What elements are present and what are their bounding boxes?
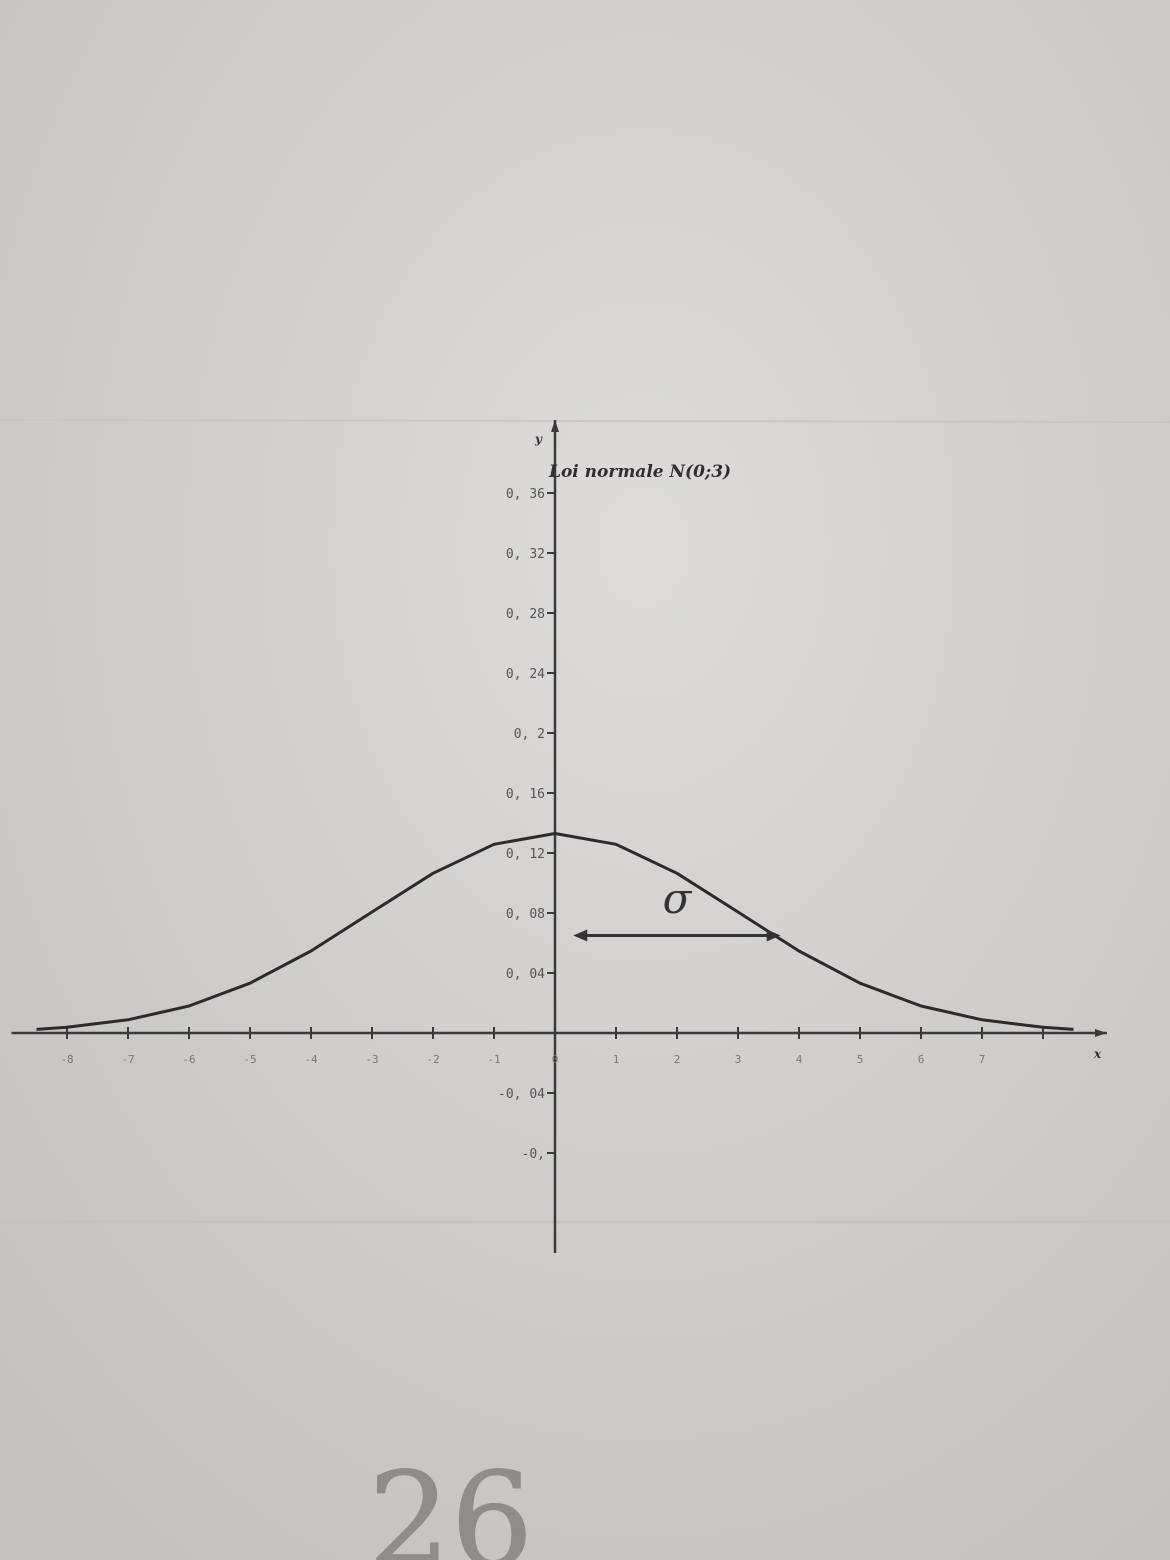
x-tick-label: -2: [426, 1053, 439, 1066]
y-tick-label: 0, 08: [506, 907, 545, 922]
y-tick-label: 0, 28: [506, 607, 545, 622]
density-curve: [36, 832, 1074, 1031]
y-tick-label: -0, 04: [498, 1087, 545, 1102]
handwritten-page-number: 26: [368, 1444, 533, 1560]
x-tick-label: 3: [735, 1053, 742, 1066]
y-axis-arrowhead: [551, 420, 559, 432]
x-tick-label: 6: [918, 1053, 925, 1066]
x-tick-label: -3: [365, 1053, 378, 1066]
x-tick-label: 4: [796, 1053, 803, 1066]
x-tick-label: -7: [121, 1053, 134, 1066]
x-axis-arrowhead: [1095, 1029, 1107, 1037]
x-tick-label: 5: [857, 1053, 864, 1066]
page-fold-line: [0, 419, 1170, 423]
y-tick-label: 0, 36: [506, 487, 545, 502]
plot-area: -8 -7 -6 -5 -4 -3 -2 -1 0 1 2 3 4 5 6 7 -0, -0, 04 0, 04 0,…: [11, 420, 1107, 1253]
y-axis-label: y: [534, 432, 543, 446]
y-tick-label: 0, 12: [506, 847, 545, 862]
y-tick-label: 0, 24: [506, 667, 545, 682]
y-tick-label: 0, 16: [506, 787, 545, 802]
y-tick-label: 0, 04: [506, 967, 545, 982]
y-tick-label: 0, 2: [514, 727, 545, 742]
sigma-arrowhead-right: [766, 929, 781, 942]
x-tick-label: -8: [60, 1053, 73, 1066]
sigma-label: σ: [663, 874, 693, 923]
x-tick-label: -6: [182, 1053, 195, 1066]
x-tick-label: -1: [487, 1053, 500, 1066]
x-axis-label: x: [1093, 1047, 1102, 1061]
x-tick-label: 0: [552, 1053, 559, 1066]
y-tick-label: 0, 32: [506, 547, 545, 562]
sigma-arrowhead-left: [573, 929, 588, 942]
chart-title: Loi normale N(0;3): [548, 462, 731, 482]
y-tick-label: -0,: [522, 1147, 545, 1162]
x-tick-label: 2: [674, 1053, 681, 1066]
x-tick-label: 1: [613, 1053, 620, 1066]
x-tick-label: -4: [304, 1053, 318, 1066]
x-tick-label: 7: [979, 1053, 986, 1066]
x-tick-label: -5: [243, 1053, 256, 1066]
